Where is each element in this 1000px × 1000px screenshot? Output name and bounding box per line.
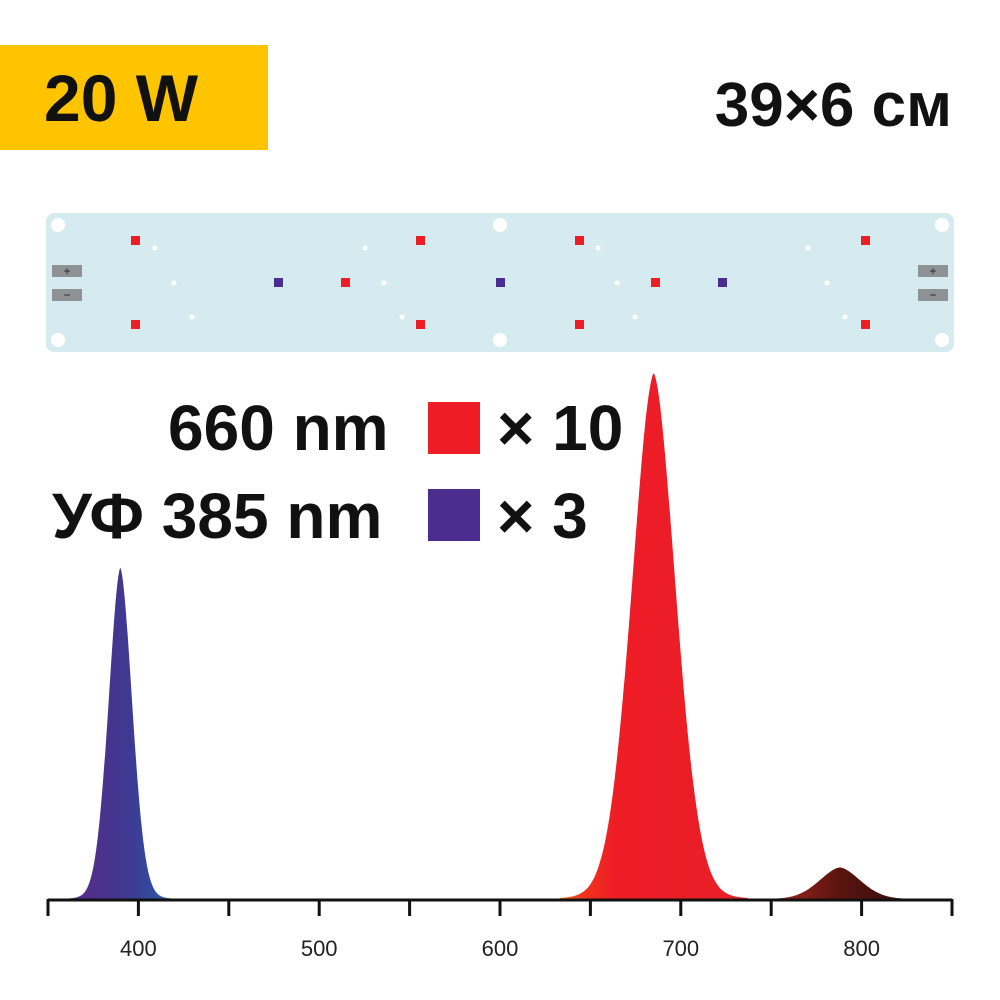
red-led bbox=[861, 320, 870, 329]
red-led bbox=[651, 278, 660, 287]
legend-swatch-red bbox=[428, 402, 480, 454]
legend-label-uv: УФ 385 nm bbox=[52, 480, 383, 552]
red-led bbox=[575, 236, 584, 245]
red-led bbox=[131, 320, 140, 329]
spectrum-peak-390 bbox=[69, 567, 171, 899]
legend-count-uv: × 3 bbox=[497, 480, 588, 552]
spectrum-peak-685 bbox=[559, 373, 748, 899]
board-dot bbox=[805, 245, 811, 251]
minus-pad-right bbox=[918, 289, 948, 301]
minus-pad-left bbox=[52, 289, 82, 301]
led-board: + − + − bbox=[46, 213, 954, 352]
mount-hole bbox=[935, 218, 949, 232]
board-dot bbox=[399, 314, 405, 320]
board-dot bbox=[824, 280, 830, 286]
plus-pad-right bbox=[918, 265, 948, 277]
red-led bbox=[341, 278, 350, 287]
board-dot bbox=[171, 280, 177, 286]
board-dot bbox=[152, 245, 158, 251]
board-dot bbox=[614, 280, 620, 286]
x-tick-label: 700 bbox=[662, 936, 699, 961]
uv-led bbox=[274, 278, 283, 287]
size-label: 39×6 см bbox=[714, 71, 952, 140]
x-tick-label: 800 bbox=[843, 936, 880, 961]
minus-label-left: − bbox=[63, 288, 70, 302]
red-led bbox=[131, 236, 140, 245]
x-tick-label: 500 bbox=[301, 936, 338, 961]
plus-pad-left bbox=[52, 265, 82, 277]
mount-hole bbox=[51, 218, 65, 232]
spectrum-peaks bbox=[69, 373, 927, 899]
legend-label-red: 660 nm bbox=[168, 392, 389, 464]
mount-hole bbox=[935, 333, 949, 347]
board-dot bbox=[362, 245, 368, 251]
legend-swatch-uv bbox=[428, 489, 480, 541]
power-badge bbox=[0, 45, 268, 150]
board-dot bbox=[595, 245, 601, 251]
uv-led bbox=[718, 278, 727, 287]
x-tick-label: 600 bbox=[482, 936, 519, 961]
red-led bbox=[575, 320, 584, 329]
mount-hole bbox=[51, 333, 65, 347]
mount-hole bbox=[493, 333, 507, 347]
mount-hole bbox=[493, 218, 507, 232]
red-led bbox=[861, 236, 870, 245]
uv-led bbox=[496, 278, 505, 287]
plus-label-right: + bbox=[929, 264, 936, 278]
board-dot bbox=[842, 314, 848, 320]
plus-label-left: + bbox=[63, 264, 70, 278]
red-led bbox=[416, 320, 425, 329]
minus-label-right: − bbox=[929, 288, 936, 302]
board-dot bbox=[632, 314, 638, 320]
power-label: 20 W bbox=[44, 61, 199, 135]
legend-count-red: × 10 bbox=[497, 392, 624, 464]
red-led bbox=[416, 236, 425, 245]
board-dot bbox=[189, 314, 195, 320]
x-tick-label: 400 bbox=[120, 936, 157, 961]
x-axis-ticks: 400 500 600 700 800 bbox=[46, 899, 954, 961]
spectrum-peak-788 bbox=[753, 867, 927, 899]
board-dot bbox=[381, 280, 387, 286]
